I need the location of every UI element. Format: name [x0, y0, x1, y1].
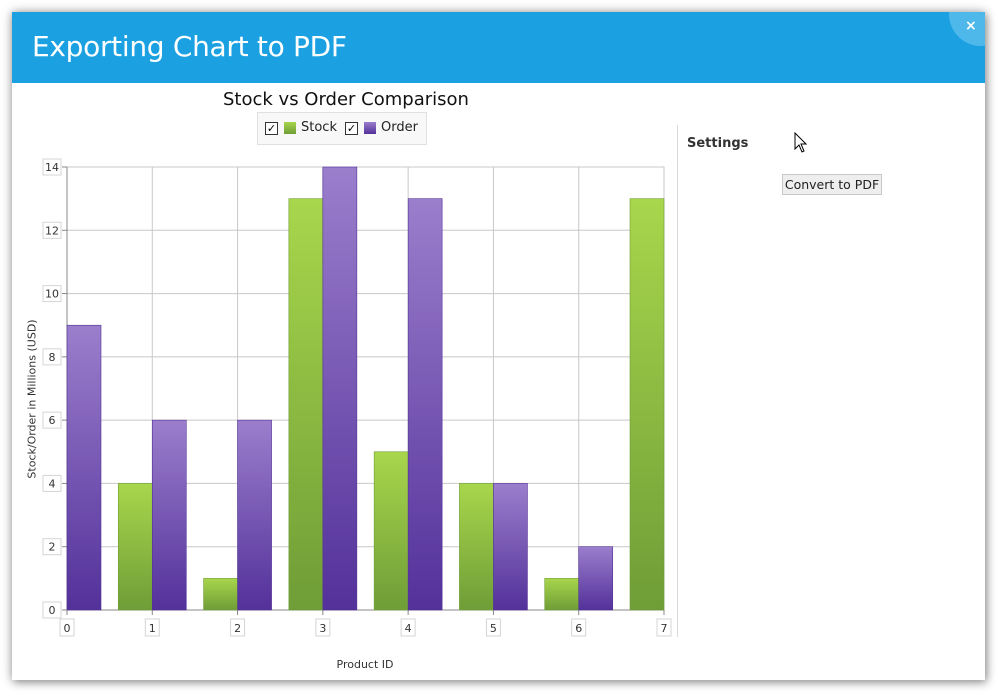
export-dialog-window: Exporting Chart to PDF × Stock vs Order … [12, 12, 985, 680]
y-tick-label-box [42, 474, 62, 492]
checkbox-checked-icon[interactable]: ✓ [265, 122, 278, 135]
chart-area: Stock vs Order Comparison ✓ Stock ✓ Orde… [12, 83, 678, 680]
bar-order-6[interactable] [578, 546, 614, 611]
y-tick-label: 2 [49, 541, 56, 554]
y-tick-label-box [42, 348, 62, 366]
bar-stock-3[interactable] [288, 198, 324, 611]
bar-stock-2[interactable] [203, 578, 238, 611]
y-tick-label-box [42, 158, 62, 176]
close-icon[interactable]: × [965, 18, 977, 34]
title-bar: Exporting Chart to PDF × [12, 12, 985, 83]
bar-stock-1[interactable] [117, 483, 153, 611]
y-tick-label-box [42, 538, 62, 556]
chart-legend: ✓ Stock ✓ Order [257, 112, 427, 145]
bar-stock-6[interactable] [544, 578, 580, 611]
panel-splitter[interactable] [677, 125, 678, 637]
y-tick-label: 14 [45, 161, 59, 174]
y-tick-label: 12 [45, 224, 59, 237]
x-tick-label-box [400, 618, 416, 637]
y-tick-label: 6 [49, 414, 56, 427]
bar-order-0[interactable] [66, 324, 102, 611]
bar-stock-4[interactable] [373, 451, 409, 611]
y-tick-label: 4 [49, 477, 56, 490]
y-tick-label-box [42, 285, 62, 303]
x-tick-label: 1 [149, 622, 156, 635]
x-tick-label-box [59, 618, 75, 637]
x-tick-label-box [656, 618, 672, 637]
x-tick-label: 2 [234, 622, 241, 635]
close-button[interactable]: × [949, 12, 985, 46]
order-swatch [364, 122, 376, 134]
x-tick-label: 6 [575, 622, 582, 635]
bar-order-1[interactable] [151, 419, 187, 611]
x-tick-label-box [144, 618, 160, 637]
x-tick-label: 4 [405, 622, 412, 635]
bar-stock-5[interactable] [459, 483, 494, 611]
y-tick-label: 0 [49, 604, 56, 617]
y-tick-label-box [42, 411, 62, 429]
y-tick-label: 8 [49, 351, 56, 364]
x-tick-label: 5 [490, 622, 497, 635]
x-tick-label-box [571, 618, 587, 637]
x-tick-label: 3 [319, 622, 326, 635]
bar-order-4[interactable] [407, 198, 443, 611]
bar-stock-7[interactable] [629, 198, 665, 611]
x-tick-label: 7 [661, 622, 668, 635]
checkbox-checked-icon[interactable]: ✓ [345, 122, 358, 135]
bar-order-5[interactable] [493, 483, 528, 611]
y-tick-label: 10 [45, 288, 59, 301]
chart-title: Stock vs Order Comparison [223, 89, 469, 110]
x-axis-title: Product ID [336, 658, 394, 671]
x-tick-label-box [230, 618, 246, 637]
stock-swatch [284, 122, 296, 134]
y-tick-label-box [42, 601, 62, 619]
window-title: Exporting Chart to PDF [32, 30, 347, 63]
legend-label-stock: Stock [301, 120, 337, 135]
bar-order-3[interactable] [322, 166, 358, 611]
mouse-pointer-icon [794, 132, 808, 153]
legend-label-order: Order [381, 120, 418, 135]
x-tick-label-box [485, 618, 501, 637]
convert-to-pdf-button[interactable]: Convert to PDF [782, 174, 882, 195]
y-tick-label-box [42, 221, 62, 239]
x-tick-label: 0 [64, 622, 71, 635]
x-tick-label-box [315, 618, 331, 637]
settings-title: Settings [687, 136, 749, 151]
bar-order-2[interactable] [237, 419, 272, 611]
